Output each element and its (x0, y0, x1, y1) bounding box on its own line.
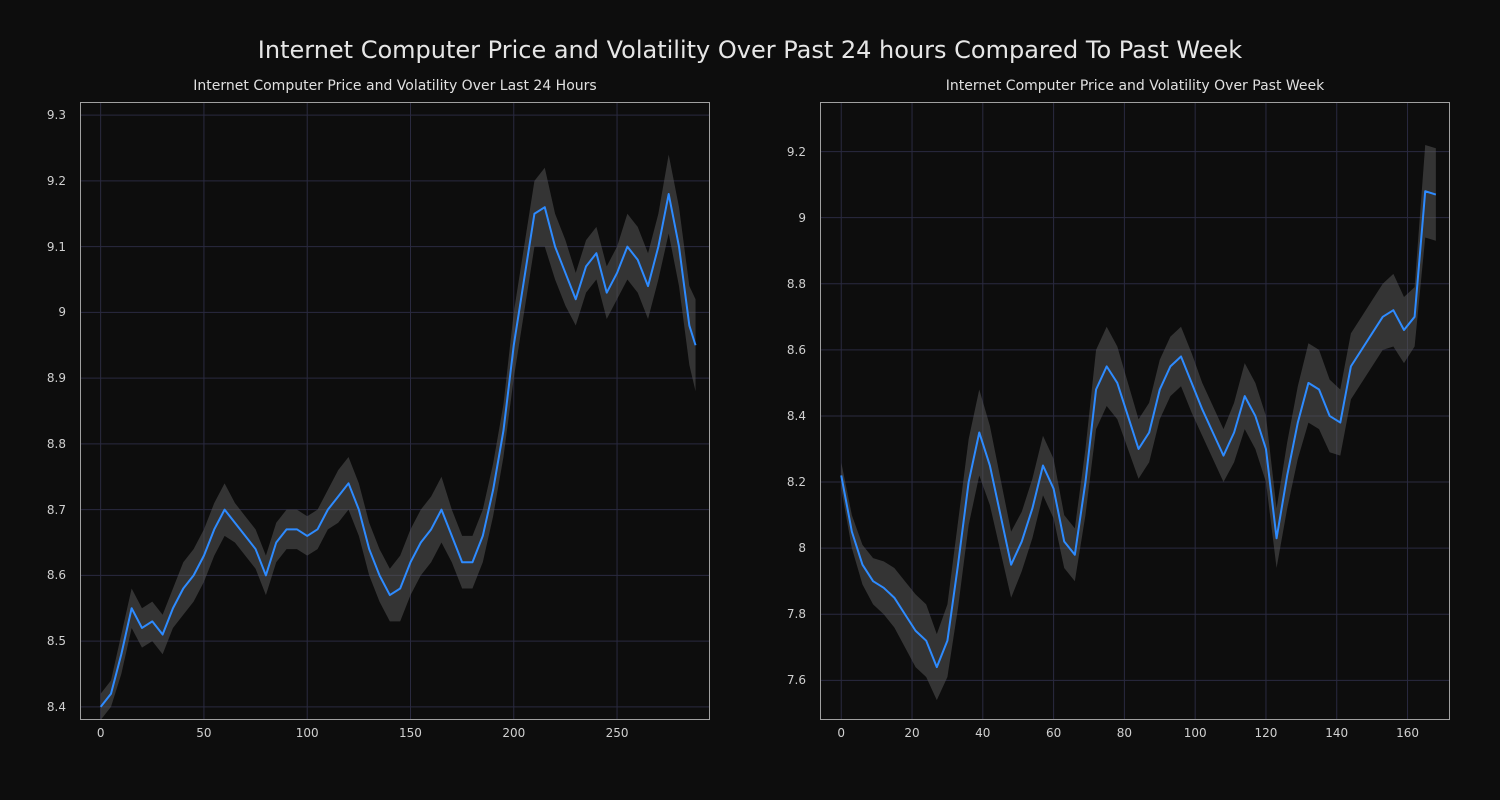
chart-left-plot-area: 8.48.58.68.78.88.999.19.29.3 05010015020… (80, 102, 710, 720)
ytick-label: 8.5 (47, 634, 66, 648)
ytick-label: 9.2 (47, 174, 66, 188)
ytick-label: 8.4 (47, 700, 66, 714)
xtick-label: 50 (196, 726, 211, 740)
xtick-label: 60 (1046, 726, 1061, 740)
ytick-label: 8.7 (47, 503, 66, 517)
xtick-label: 0 (97, 726, 105, 740)
ytick-label: 9.2 (787, 145, 806, 159)
ytick-label: 7.8 (787, 607, 806, 621)
ytick-label: 9 (58, 305, 66, 319)
volatility-band (101, 155, 696, 720)
xtick-label: 100 (296, 726, 319, 740)
xtick-label: 250 (606, 726, 629, 740)
ytick-label: 8.2 (787, 475, 806, 489)
chart-left-yticks: 8.4 8.5 8.6 8.7 8.8 8.9 9 9.1 9.2 9.3 (20, 102, 74, 720)
volatility-band (841, 145, 1436, 700)
chart-right-title: Internet Computer Price and Volatility O… (820, 78, 1450, 94)
chart-left-xticks: 0 50 100 150 200 250 (80, 720, 710, 740)
xtick-label: 100 (1184, 726, 1207, 740)
ytick-label: 7.6 (787, 673, 806, 687)
ytick-label: 8.8 (47, 437, 66, 451)
figure: Internet Computer Price and Volatility O… (0, 0, 1500, 800)
chart-right-panel: Internet Computer Price and Volatility O… (820, 80, 1450, 720)
xtick-label: 120 (1255, 726, 1278, 740)
xtick-label: 160 (1396, 726, 1419, 740)
ytick-label: 9.3 (47, 108, 66, 122)
xtick-label: 200 (502, 726, 525, 740)
chart-right-plot-area: 7.67.888.28.48.68.899.2 0204060801001201… (820, 102, 1450, 720)
chart-right-svg (820, 102, 1450, 720)
suptitle: Internet Computer Price and Volatility O… (0, 36, 1500, 64)
xtick-label: 0 (837, 726, 845, 740)
ytick-label: 8.6 (787, 343, 806, 357)
ytick-label: 8.9 (47, 371, 66, 385)
chart-right-yticks: 7.6 7.8 8 8.2 8.4 8.6 8.8 9 9.2 (760, 102, 814, 720)
xtick-label: 20 (904, 726, 919, 740)
chart-left-panel: Internet Computer Price and Volatility O… (80, 80, 710, 720)
xtick-label: 140 (1325, 726, 1348, 740)
chart-left-title: Internet Computer Price and Volatility O… (80, 78, 710, 94)
chart-right-xticks: 0 20 40 60 80 100 120 140 160 (820, 720, 1450, 740)
xtick-label: 150 (399, 726, 422, 740)
chart-left-svg (80, 102, 710, 720)
ytick-label: 9.1 (47, 240, 66, 254)
ytick-label: 8 (798, 541, 806, 555)
xtick-label: 40 (975, 726, 990, 740)
xtick-label: 80 (1117, 726, 1132, 740)
ytick-label: 8.6 (47, 568, 66, 582)
ytick-label: 8.8 (787, 277, 806, 291)
ytick-label: 9 (798, 211, 806, 225)
ytick-label: 8.4 (787, 409, 806, 423)
